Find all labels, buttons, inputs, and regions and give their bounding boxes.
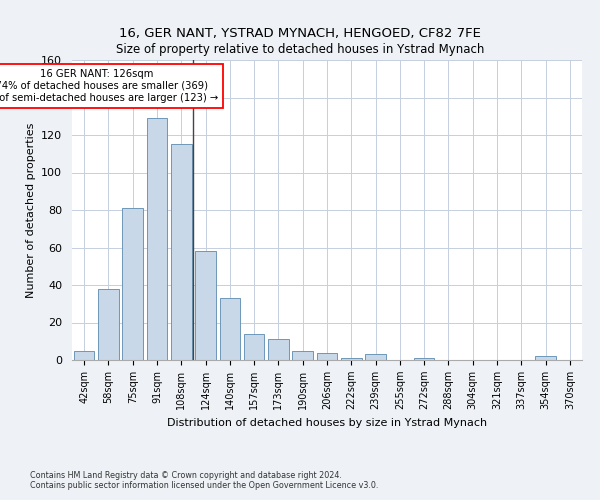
Text: Contains HM Land Registry data © Crown copyright and database right 2024.
Contai: Contains HM Land Registry data © Crown c…: [30, 470, 379, 490]
Bar: [171, 144, 191, 360]
Text: 16, GER NANT, YSTRAD MYNACH, HENGOED, CF82 7FE: 16, GER NANT, YSTRAD MYNACH, HENGOED, CF…: [119, 28, 481, 40]
Bar: [220, 298, 240, 360]
Bar: [292, 350, 313, 360]
Text: 16 GER NANT: 126sqm
← 74% of detached houses are smaller (369)
25% of semi-detac: 16 GER NANT: 126sqm ← 74% of detached ho…: [0, 70, 218, 102]
Bar: [195, 251, 216, 360]
Text: Size of property relative to detached houses in Ystrad Mynach: Size of property relative to detached ho…: [116, 42, 484, 56]
Bar: [365, 354, 386, 360]
Y-axis label: Number of detached properties: Number of detached properties: [26, 122, 35, 298]
Bar: [414, 358, 434, 360]
Bar: [122, 208, 143, 360]
Bar: [98, 289, 119, 360]
Bar: [535, 356, 556, 360]
Bar: [146, 118, 167, 360]
Bar: [74, 350, 94, 360]
Bar: [341, 358, 362, 360]
Bar: [244, 334, 265, 360]
Bar: [268, 340, 289, 360]
Bar: [317, 352, 337, 360]
X-axis label: Distribution of detached houses by size in Ystrad Mynach: Distribution of detached houses by size …: [167, 418, 487, 428]
